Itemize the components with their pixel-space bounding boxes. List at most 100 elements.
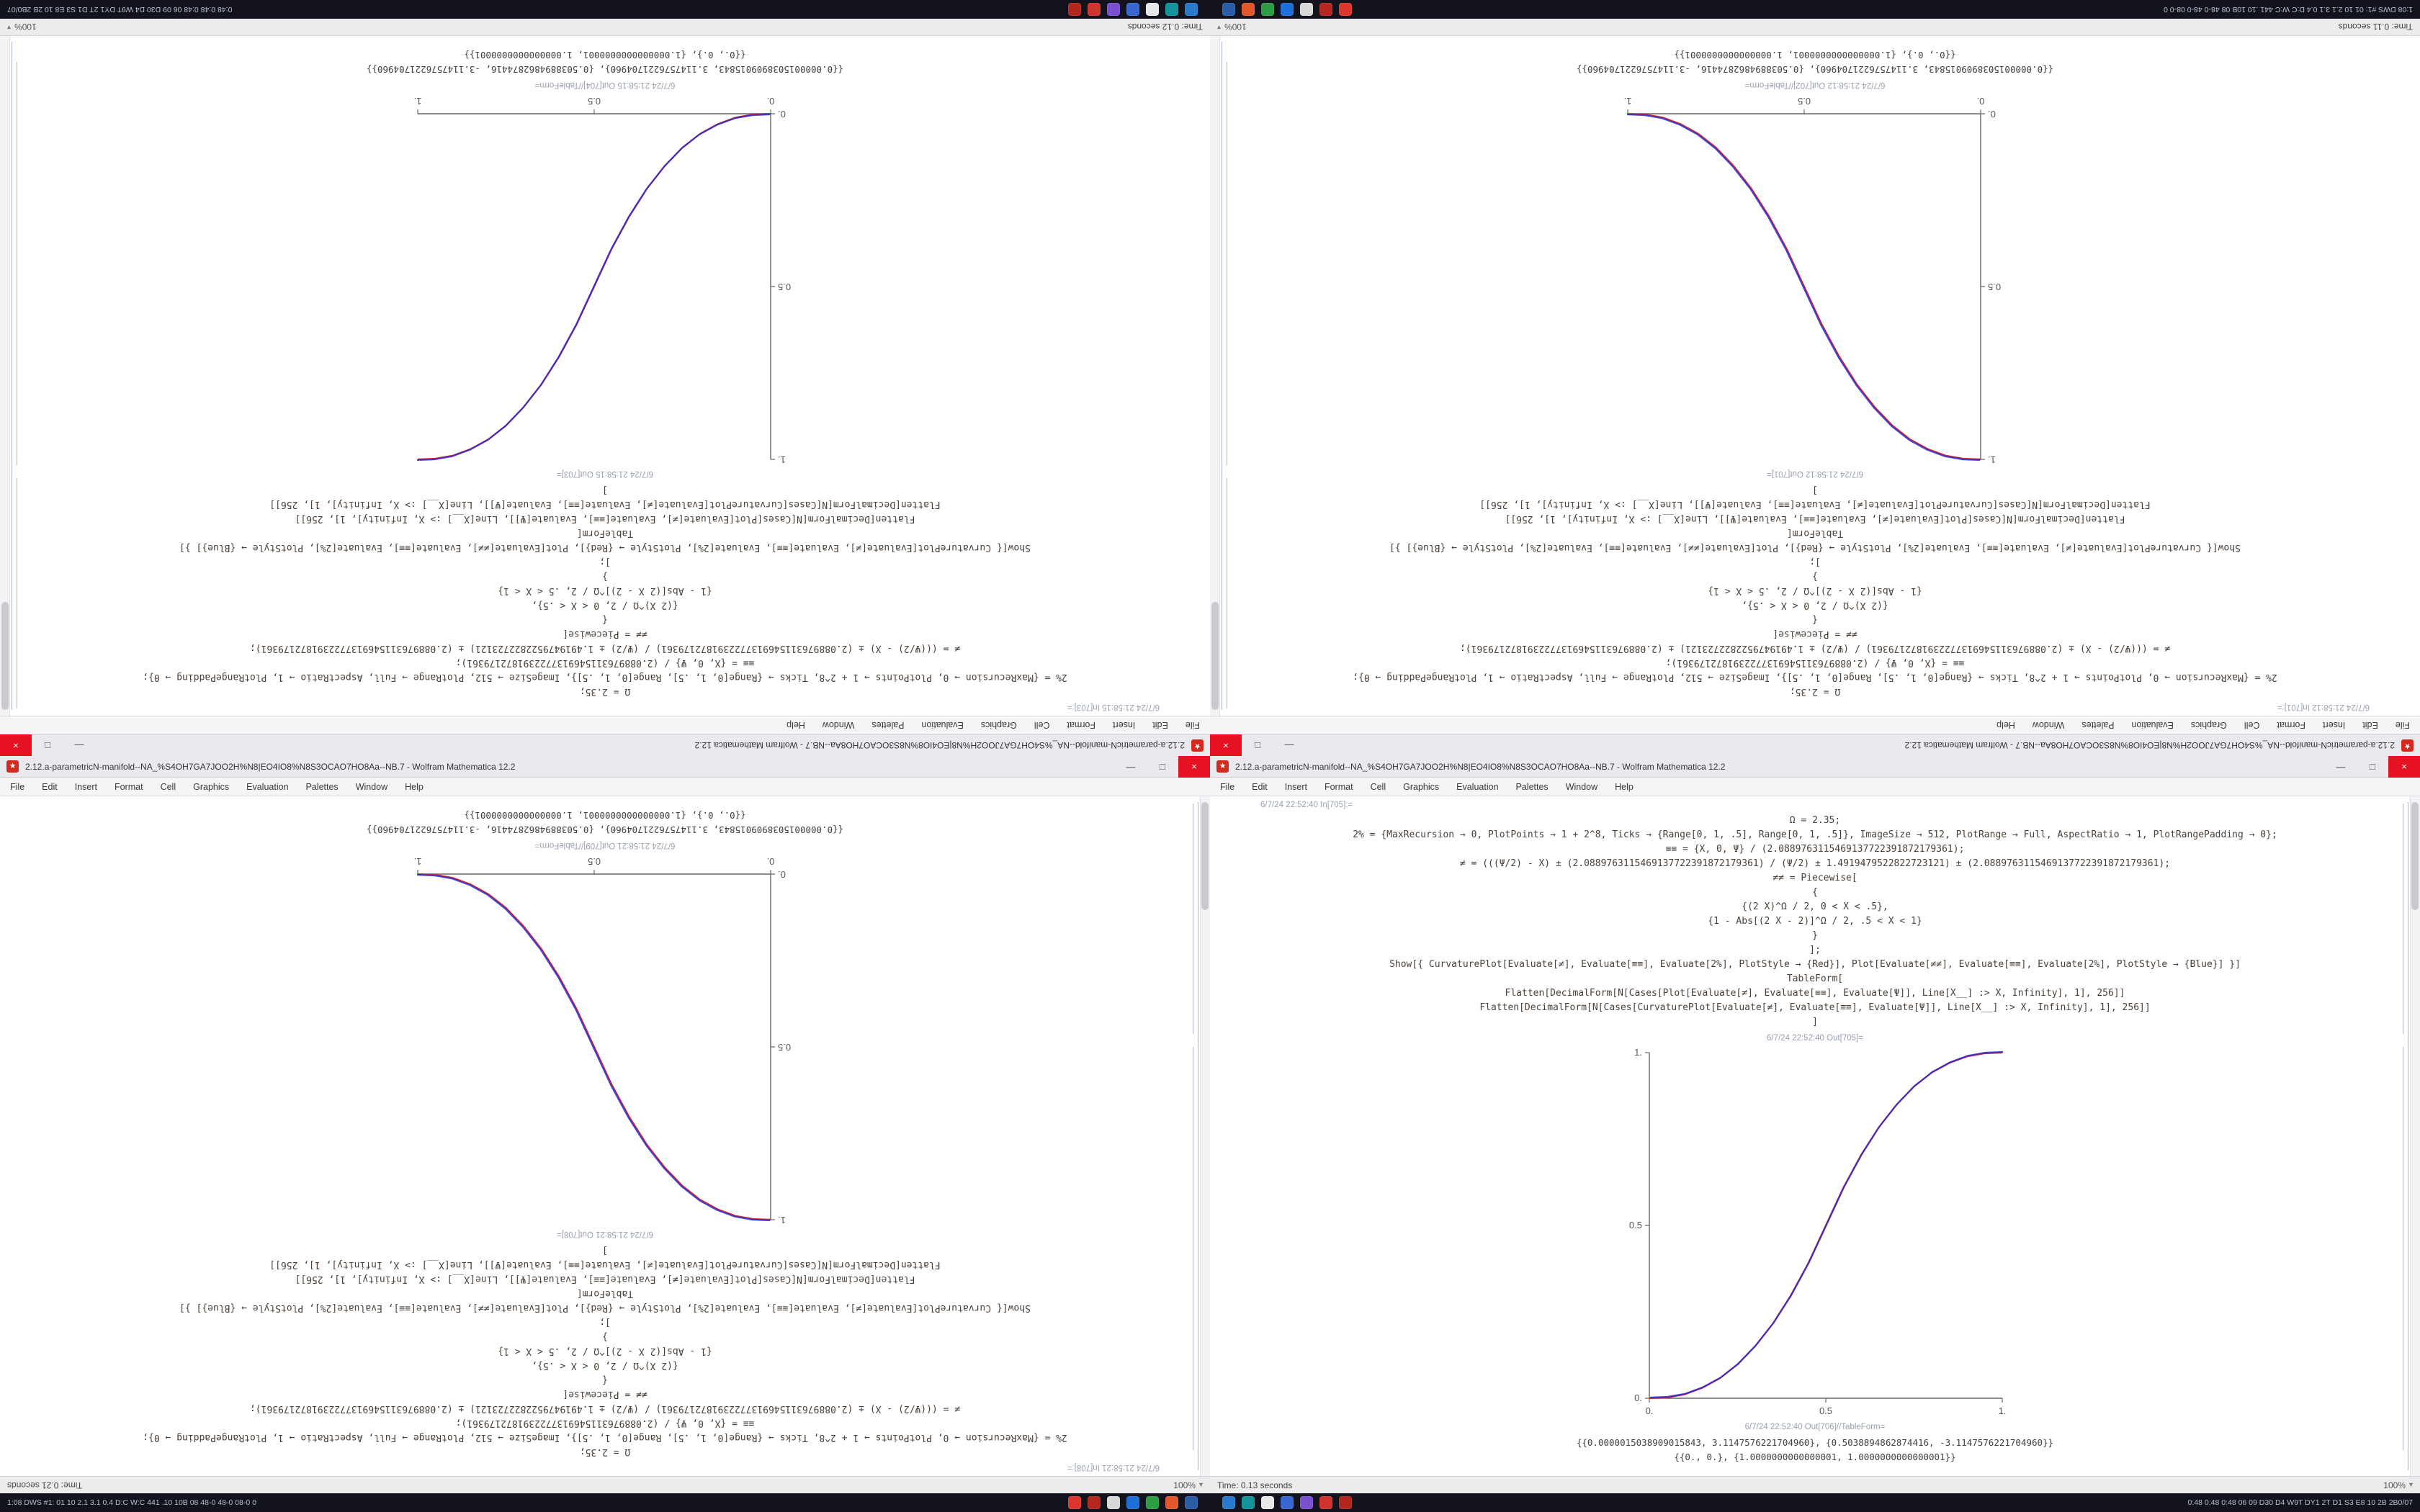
code-line[interactable]: ≡≡ = {X, 0, Ψ} / (2.08897631154691377223… (455, 1418, 755, 1428)
code-line[interactable]: {1 - Abs[(2 X - 2)]^Ω / 2, .5 < X < 1} (498, 585, 712, 596)
zoom-control[interactable]: 100% ▾ (7, 22, 37, 32)
code-line[interactable]: Show[{ CurvaturePlot[Evaluate[≠], Evalua… (1389, 542, 2241, 553)
scrollbar-thumb[interactable] (2411, 802, 2419, 910)
taskbar-icon-purple[interactable] (1107, 3, 1120, 16)
window-titlebar[interactable]: ★ 2.12.a-parametricN-manifold--NA_%S4OH7… (1210, 755, 2420, 778)
taskbar-icon-blue-4[interactable] (1281, 1496, 1294, 1509)
code-line[interactable]: ]; (1809, 945, 1821, 955)
code-line[interactable]: {(2 X)^Ω / 2, 0 < X < .5}, (532, 1360, 678, 1371)
code-line[interactable]: ≠ = (((Ψ/2) - X) ± (2.088976311546913772… (249, 1403, 961, 1414)
menu-item-help[interactable]: Help (1996, 720, 2015, 731)
close-button[interactable]: × (2388, 755, 2420, 778)
menu-item-help[interactable]: Help (1615, 781, 1634, 792)
maximize-button[interactable]: □ (2370, 761, 2375, 772)
menu-item-graphics[interactable]: Graphics (193, 781, 230, 792)
taskbar-icon-green[interactable] (1261, 3, 1274, 16)
menu-item-evaluation[interactable]: Evaluation (246, 781, 289, 792)
zoom-control[interactable]: 100% ▾ (2383, 1480, 2413, 1490)
code-line[interactable]: Flatten[DecimalForm[N[Cases[CurvaturePlo… (269, 1259, 941, 1270)
menu-item-edit[interactable]: Edit (1152, 720, 1168, 731)
window-titlebar[interactable]: ★ 2.12.a-parametricN-manifold--NA_%S4OH7… (0, 734, 1210, 757)
code-line[interactable]: ] (602, 485, 608, 495)
vertical-scrollbar[interactable] (0, 36, 10, 716)
menu-item-window[interactable]: Window (355, 781, 388, 792)
code-line[interactable]: Flatten[DecimalForm[N[Cases[CurvaturePlo… (1479, 1002, 2151, 1013)
taskbar-icon-blue-4[interactable] (1126, 3, 1139, 16)
code-line[interactable]: 2% = {MaxRecursion → 0, PlotPoints → 1 +… (1353, 829, 2277, 840)
code-line[interactable]: } (602, 1331, 608, 1342)
taskbar-icon-blue-3[interactable] (1185, 3, 1198, 16)
menu-item-file[interactable]: File (1185, 720, 1200, 731)
code-line[interactable]: Ω = 2.35; (1789, 815, 1841, 826)
menu-item-evaluation[interactable]: Evaluation (1456, 781, 1499, 792)
taskbar-icon-purple[interactable] (1300, 1496, 1313, 1509)
taskbar-icon-blue-1[interactable] (1281, 3, 1294, 16)
code-line[interactable]: ] (1812, 1017, 1818, 1027)
taskbar-icon-gray[interactable] (1300, 3, 1313, 16)
menu-item-cell[interactable]: Cell (1034, 720, 1050, 731)
code-line[interactable]: { (1812, 614, 1818, 625)
menu-item-graphics[interactable]: Graphics (2190, 720, 2227, 731)
code-line[interactable]: Show[{ CurvaturePlot[Evaluate[≠], Evalua… (179, 542, 1031, 553)
menu-item-edit[interactable]: Edit (42, 781, 58, 792)
code-line[interactable]: Ω = 2.35; (579, 686, 631, 697)
code-line[interactable]: ] (602, 1245, 608, 1256)
code-line[interactable]: { (1812, 887, 1818, 898)
code-line[interactable]: Flatten[DecimalForm[N[Cases[Plot[Evaluat… (295, 1274, 915, 1284)
code-line[interactable]: {1 - Abs[(2 X - 2)]^Ω / 2, .5 < X < 1} (1708, 585, 1922, 596)
code-line[interactable]: } (1812, 930, 1818, 941)
taskbar-icon-blue-2[interactable] (1185, 1496, 1198, 1509)
minimize-button[interactable]: — (74, 740, 84, 751)
taskbar-icon-orange[interactable] (1165, 1496, 1178, 1509)
taskbar-icon-red-4[interactable] (1339, 1496, 1352, 1509)
input-cell-code[interactable]: Ω = 2.35; 2% = {MaxRecursion → 0, PlotPoi… (0, 1243, 1210, 1459)
maximize-button[interactable]: □ (1160, 761, 1165, 772)
taskbar-icon-red-4[interactable] (1068, 3, 1081, 16)
code-line[interactable]: Show[{ CurvaturePlot[Evaluate[≠], Evalua… (1389, 959, 2241, 970)
menu-item-palettes[interactable]: Palettes (2081, 720, 2115, 731)
code-line[interactable]: ≠ = (((Ψ/2) - X) ± (2.088976311546913772… (249, 643, 961, 654)
code-line[interactable]: TableForm[ (576, 1288, 634, 1299)
code-line[interactable]: ≠≠ = Piecewise[ (1773, 873, 1857, 883)
minimize-button[interactable]: — (1284, 740, 1294, 751)
code-line[interactable]: {(2 X)^Ω / 2, 0 < X < .5}, (1742, 600, 1888, 611)
code-line[interactable]: ≡≡ = {X, 0, Ψ} / (2.08897631154691377223… (455, 657, 755, 668)
code-line[interactable]: ]; (1809, 557, 1821, 567)
menu-item-insert[interactable]: Insert (74, 781, 97, 792)
code-line[interactable]: ] (1812, 485, 1818, 495)
code-line[interactable]: TableForm[ (1786, 973, 1844, 984)
notebook-client-area[interactable]: 6/7/24 21:58:12 In[701]:= Ω = 2.35; 2% = … (1210, 36, 2420, 716)
code-line[interactable]: } (1812, 571, 1818, 582)
taskbar-icon-white[interactable] (1261, 1496, 1274, 1509)
window-titlebar[interactable]: ★ 2.12.a-parametricN-manifold--NA_%S4OH7… (1210, 734, 2420, 757)
vertical-scrollbar[interactable] (1210, 36, 1220, 716)
code-line[interactable]: ≠≠ = Piecewise[ (563, 629, 647, 639)
code-line[interactable]: Flatten[DecimalForm[N[Cases[CurvaturePlo… (269, 499, 941, 510)
taskbar-icon-orange[interactable] (1242, 3, 1255, 16)
menu-item-window[interactable]: Window (822, 720, 855, 731)
code-line[interactable]: ≠≠ = Piecewise[ (1773, 629, 1857, 639)
code-line[interactable]: {1 - Abs[(2 X - 2)]^Ω / 2, .5 < X < 1} (1708, 916, 1922, 927)
code-line[interactable]: 2% = {MaxRecursion → 0, PlotPoints → 1 +… (1353, 672, 2277, 683)
menu-item-cell[interactable]: Cell (2244, 720, 2260, 731)
code-line[interactable]: ]; (599, 1317, 611, 1328)
input-cell-code[interactable]: Ω = 2.35; 2% = {MaxRecursion → 0, PlotPoi… (1210, 482, 2420, 698)
menu-item-help[interactable]: Help (405, 781, 424, 792)
code-line[interactable]: 2% = {MaxRecursion → 0, PlotPoints → 1 +… (143, 672, 1067, 683)
minimize-button[interactable]: — (1126, 761, 1136, 772)
close-button[interactable]: × (0, 734, 32, 757)
menu-item-edit[interactable]: Edit (2362, 720, 2378, 731)
window-titlebar[interactable]: ★ 2.12.a-parametricN-manifold--NA_%S4OH7… (0, 755, 1210, 778)
code-line[interactable]: ]; (599, 557, 611, 567)
code-line[interactable]: ≡≡ = {X, 0, Ψ} / (2.08897631154691377223… (1665, 657, 1965, 668)
menu-item-file[interactable]: File (10, 781, 25, 792)
taskbar-icon-red-2[interactable] (1088, 1496, 1101, 1509)
menu-item-palettes[interactable]: Palettes (305, 781, 339, 792)
menu-item-edit[interactable]: Edit (1252, 781, 1268, 792)
code-line[interactable]: Flatten[DecimalForm[N[Cases[Plot[Evaluat… (1505, 513, 2125, 524)
menu-item-graphics[interactable]: Graphics (1403, 781, 1440, 792)
code-line[interactable]: ≡≡ = {X, 0, Ψ} / (2.08897631154691377223… (1665, 844, 1965, 855)
code-line[interactable]: TableForm[ (576, 528, 634, 539)
close-button[interactable]: × (1178, 755, 1210, 778)
taskbar-icon-green[interactable] (1146, 1496, 1159, 1509)
